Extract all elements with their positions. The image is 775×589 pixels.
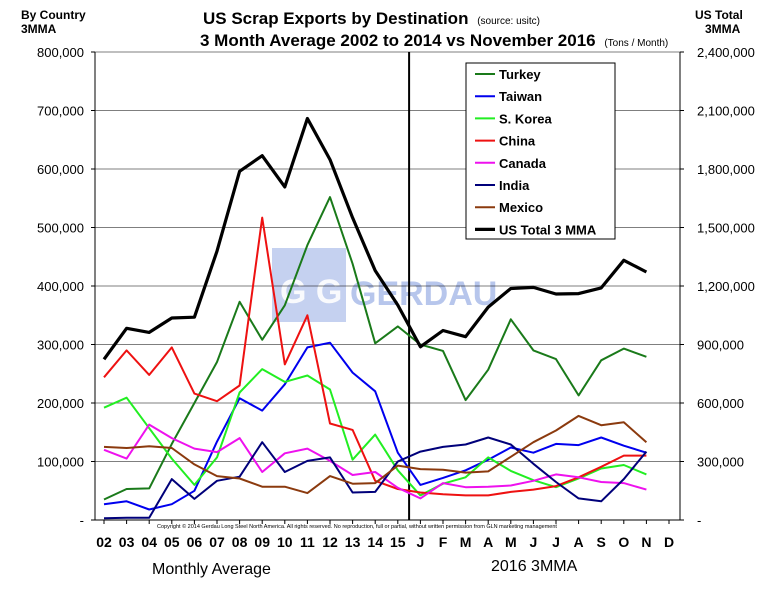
left-axis-ticks: - 100,000 200,000 300,000 400,000 500,000 600,… [37, 45, 95, 528]
x-tick-label: 02 [96, 534, 112, 550]
chart-title-line2: 3 Month Average 2002 to 2014 vs November… [200, 31, 668, 50]
left-tick-label: 200,000 [37, 396, 84, 411]
legend-label-mexico: Mexico [499, 200, 543, 215]
x-tick-label: 10 [277, 534, 293, 550]
left-tick-label: 600,000 [37, 162, 84, 177]
left-tick-label: 400,000 [37, 279, 84, 294]
year-3mma-label: 2016 3MMA [491, 558, 578, 575]
series-line-canada [103, 423, 647, 500]
right-axis-title-line1: US Total [695, 8, 743, 22]
series-line-us-total-3-mma [102, 116, 648, 361]
x-tick-label: 14 [367, 534, 383, 550]
x-tick-label: M [460, 534, 472, 550]
series-line-china [103, 216, 647, 497]
x-tick-label: M [505, 534, 517, 550]
x-tick-label: A [574, 534, 584, 550]
gerdau-logo-icon [272, 248, 346, 322]
legend-label-india: India [499, 178, 530, 193]
chart-subtitle-text: 3 Month Average 2002 to 2014 vs November… [200, 31, 596, 50]
x-tick-label: 03 [119, 534, 135, 550]
x-tick-label: 11 [300, 534, 315, 550]
x-tick-label: 15 [390, 534, 406, 550]
gerdau-watermark: G G GERDAU [272, 248, 497, 322]
x-tick-label: O [618, 534, 629, 550]
x-tick-label: 12 [322, 534, 338, 550]
legend-label-canada: Canada [499, 156, 547, 171]
gridlines [95, 51, 680, 462]
left-tick-label: 700,000 [37, 104, 84, 119]
legend-label-china: China [499, 134, 536, 149]
right-tick-label: 1,500,000 [697, 221, 755, 236]
legend-label-turkey: Turkey [499, 67, 541, 82]
series-lines [102, 116, 648, 520]
x-tick-label: 07 [209, 534, 225, 550]
left-tick-label: 300,000 [37, 338, 84, 353]
x-tick-label: J [417, 534, 425, 550]
left-tick-label: - [80, 513, 84, 528]
right-tick-label: 1,200,000 [697, 279, 755, 294]
x-tick-label: 05 [164, 534, 180, 550]
left-tick-label: 500,000 [37, 221, 84, 236]
x-tick-label: 09 [254, 534, 270, 550]
x-axis-ticks: 02 03 04 05 06 07 08 09 10 11 12 13 14 15 J F M A M J J A S O N D [96, 520, 674, 550]
x-tick-label: 13 [345, 534, 361, 550]
right-axis-ticks: - 300,000 600,000 900,000 1,200,000 1,500,000… [680, 45, 755, 528]
right-tick-label: 600,000 [697, 396, 744, 411]
x-tick-label: A [483, 534, 493, 550]
x-tick-label: S [597, 534, 606, 550]
source-note: (source: usitc) [477, 16, 540, 27]
gerdau-watermark-text: GERDAU [350, 275, 497, 313]
left-tick-label: 100,000 [37, 455, 84, 470]
legend-box [465, 62, 616, 240]
legend-label-s-korea: S. Korea [499, 111, 553, 126]
legend-label-taiwan: Taiwan [499, 89, 542, 104]
x-tick-label: 06 [187, 534, 203, 550]
right-tick-label: - [697, 513, 701, 528]
left-axis-title-line2: 3MMA [21, 22, 57, 36]
x-tick-label: F [439, 534, 448, 550]
series-line-turkey [103, 196, 647, 501]
monthly-average-label: Monthly Average [152, 561, 271, 578]
x-tick-label: 04 [141, 534, 157, 550]
legend: Turkey Taiwan S. Korea China Canada India Mexi… [465, 62, 616, 240]
x-tick-label: N [641, 534, 651, 550]
right-axis-title-line2: 3MMA [705, 22, 741, 36]
series-line-taiwan [103, 341, 647, 511]
x-tick-label: 08 [232, 534, 248, 550]
legend-label-us-total-3-mma: US Total 3 MMA [499, 222, 597, 237]
left-axis-title-line1: By Country [21, 8, 86, 22]
right-tick-label: 900,000 [697, 338, 744, 353]
series-line-s-korea [103, 368, 647, 497]
right-tick-label: 2,100,000 [697, 104, 755, 119]
series-line-india [103, 436, 648, 520]
units-note: (Tons / Month) [604, 38, 668, 49]
copyright-note: Copyright © 2014 Gerdau Long Steel North… [157, 523, 557, 530]
left-tick-label: 800,000 [37, 45, 84, 60]
right-tick-label: 300,000 [697, 455, 744, 470]
right-tick-label: 2,400,000 [697, 45, 755, 60]
series-line-mexico [103, 414, 648, 495]
x-tick-label: D [664, 534, 674, 550]
x-tick-label: J [552, 534, 560, 550]
chart-title-text: US Scrap Exports by Destination [203, 9, 468, 28]
right-tick-label: 1,800,000 [697, 162, 755, 177]
chart-title-line1: US Scrap Exports by Destination (source:… [203, 9, 540, 28]
x-tick-label: J [530, 534, 538, 550]
